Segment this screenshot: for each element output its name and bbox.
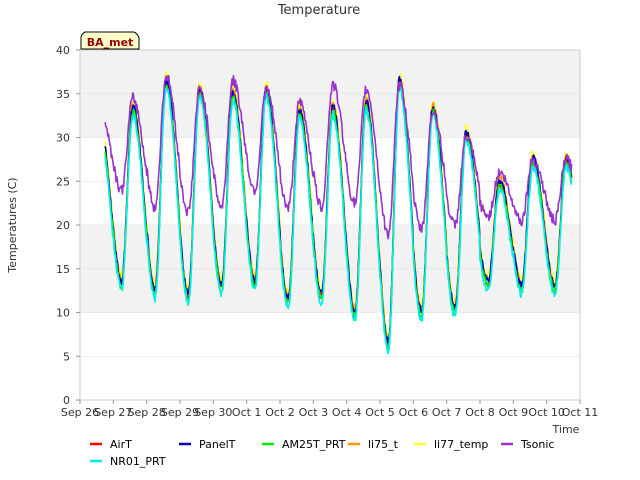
series-lines <box>104 70 573 355</box>
x-tick-label: Oct 9 <box>499 406 529 419</box>
y-tick-label: 35 <box>56 88 70 101</box>
legend-label: AM25T_PRT <box>282 438 346 451</box>
x-tick-label: Oct 7 <box>432 406 462 419</box>
legend-item-tsonic: Tsonic <box>501 438 554 451</box>
series-line-tsonic <box>104 74 573 240</box>
legend-item-airt: AirT <box>90 438 132 451</box>
y-tick-label: 40 <box>56 44 70 57</box>
legend-label: li75_t <box>368 438 399 451</box>
y-tick-label: 5 <box>63 350 70 363</box>
y-tick-label: 15 <box>56 263 70 276</box>
y-tick-label: 0 <box>63 394 70 407</box>
x-tick-label: Sep 27 <box>94 406 132 419</box>
legend-item-li75-t: li75_t <box>348 438 399 451</box>
legend-item-panelt: PanelT <box>179 438 236 451</box>
x-tick-label: Sep 26 <box>61 406 99 419</box>
legend-label: li77_temp <box>434 438 488 451</box>
chart-title: Temperature <box>277 3 360 18</box>
legend-label: Tsonic <box>520 438 554 451</box>
x-tick-label: Oct 4 <box>332 406 362 419</box>
y-axis-ticks: 0 5 10 15 20 25 30 35 40 <box>56 44 80 407</box>
x-tick-label: Sep 30 <box>194 406 232 419</box>
y-tick-label: 20 <box>56 219 70 232</box>
x-tick-label: Oct 8 <box>465 406 495 419</box>
legend-label: AirT <box>110 438 132 451</box>
x-tick-label: Oct 6 <box>399 406 429 419</box>
x-tick-label: Oct 5 <box>365 406 395 419</box>
site-badge: BA_met <box>80 31 140 50</box>
series-line-nr01-prt <box>104 85 573 355</box>
y-tick-label: 30 <box>56 132 70 145</box>
x-tick-label: Oct 3 <box>299 406 329 419</box>
x-tick-label: Sep 29 <box>161 406 199 419</box>
x-tick-label: Sep 28 <box>128 406 166 419</box>
legend-label: NR01_PRT <box>110 455 166 468</box>
legend-item-nr01-prt: NR01_PRT <box>90 455 166 468</box>
x-axis-title: Time <box>552 423 580 436</box>
x-tick-label: Oct 10 <box>528 406 565 419</box>
legend-item-am25t-prt: AM25T_PRT <box>262 438 346 451</box>
x-tick-label: Oct 2 <box>265 406 295 419</box>
legend-item-li77-temp: li77_temp <box>414 438 488 451</box>
badge-label: BA_met <box>87 36 134 49</box>
y-tick-label: 10 <box>56 307 70 320</box>
y-tick-label: 25 <box>56 175 70 188</box>
x-tick-label: Oct 1 <box>232 406 262 419</box>
legend-label: PanelT <box>199 438 236 451</box>
legend: AirT PanelT AM25T_PRT li75_t li77_temp Tsonic… <box>90 438 554 468</box>
y-axis-title: Temperatures (C) <box>6 177 19 273</box>
x-tick-label: Oct 11 <box>562 406 599 419</box>
